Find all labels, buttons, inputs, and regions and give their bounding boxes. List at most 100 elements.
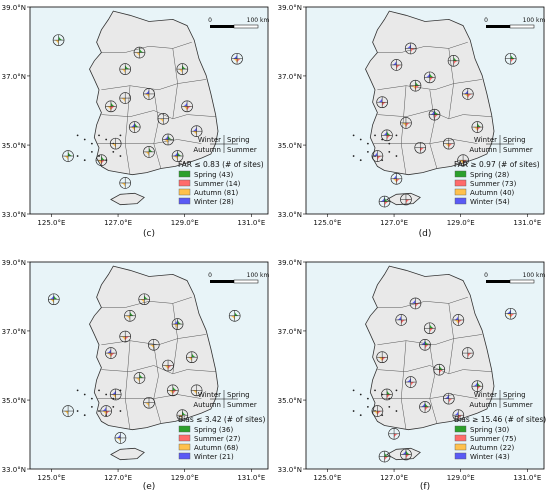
- island-speck: [352, 134, 355, 137]
- legend-swatch: [454, 425, 467, 433]
- site-slice: [62, 156, 69, 162]
- site-marker: [143, 396, 155, 409]
- site-marker: [381, 388, 393, 401]
- province-boundary: [172, 48, 178, 119]
- scalebar-white: [233, 24, 259, 29]
- lat-label: 37.0°N: [278, 73, 302, 81]
- legend-label: Autumn (81): [194, 189, 239, 197]
- site-slice: [139, 47, 145, 53]
- site-slice: [119, 98, 126, 104]
- site-slice: [415, 85, 421, 92]
- site-slice: [114, 432, 121, 438]
- province-boundary: [153, 344, 162, 424]
- scalebar-white: [233, 279, 259, 284]
- site-slice: [405, 122, 412, 129]
- scalebar-black: [210, 280, 234, 283]
- site-slice: [48, 299, 54, 305]
- legend-label: Winter (43): [470, 453, 510, 461]
- site-marker: [423, 71, 436, 84]
- site-slice: [429, 77, 436, 83]
- site-slice: [191, 351, 198, 358]
- island-speck: [359, 138, 362, 141]
- site-marker: [143, 88, 155, 100]
- site-slice: [396, 64, 402, 71]
- lon-label: 127.0°E: [380, 474, 408, 482]
- site-marker: [419, 401, 431, 413]
- site-marker: [109, 137, 122, 150]
- province-boundary: [377, 296, 468, 308]
- site-slice: [129, 121, 135, 128]
- legend-swatch: [454, 452, 467, 460]
- site-slice: [400, 449, 406, 455]
- map-panel-d: 39.0°N 37.0°N 35.0°N 33.0°N 125.0°E 127.0°E 12…: [278, 4, 546, 239]
- island-speck: [352, 410, 355, 412]
- site-slice: [405, 449, 412, 455]
- lat-label: 33.0°N: [2, 466, 26, 474]
- site-slice: [463, 160, 469, 166]
- island-speck: [366, 406, 369, 408]
- legend-label: Spring (43): [194, 171, 233, 179]
- site-marker: [133, 46, 146, 59]
- site-marker: [124, 310, 136, 322]
- legend-label: Summer (14): [194, 180, 241, 188]
- site-slice: [68, 150, 74, 157]
- site-marker: [400, 117, 412, 129]
- site-slice: [425, 344, 431, 351]
- site-slice: [168, 133, 174, 140]
- island-speck: [374, 389, 376, 392]
- site-slice: [396, 178, 402, 185]
- site-marker: [452, 314, 465, 326]
- lat-label: 35.0°N: [278, 142, 302, 150]
- lat-label: 39.0°N: [278, 4, 302, 12]
- season-key-summer: Summer: [227, 146, 257, 154]
- province-boundary: [101, 365, 216, 375]
- lat-label: 39.0°N: [278, 259, 302, 267]
- site-slice: [390, 173, 397, 179]
- site-slice: [410, 382, 417, 388]
- site-slice: [114, 437, 121, 444]
- site-slice: [477, 380, 483, 387]
- site-marker: [442, 392, 455, 405]
- site-slice: [439, 369, 445, 376]
- site-slice: [176, 415, 183, 421]
- site-marker: [167, 384, 179, 397]
- map-frame: [29, 261, 269, 470]
- site-marker: [409, 79, 422, 92]
- site-slice: [62, 411, 69, 417]
- island-speck: [395, 410, 398, 412]
- province-boundary: [172, 303, 178, 374]
- site-marker: [395, 314, 408, 326]
- island-speck: [388, 151, 391, 153]
- season-key-summer: Summer: [503, 146, 533, 154]
- site-slice: [452, 314, 459, 320]
- site-slice: [134, 121, 141, 128]
- province-boundary: [429, 344, 438, 424]
- scalebar-black: [210, 25, 234, 28]
- site-marker: [190, 384, 203, 397]
- scalebar-end-label: 100 km: [523, 272, 546, 279]
- site-marker: [228, 310, 241, 322]
- site-slice: [477, 127, 483, 133]
- site-marker: [114, 432, 127, 444]
- site-marker: [190, 125, 203, 137]
- legend-swatch: [178, 452, 191, 460]
- site-slice: [125, 336, 131, 343]
- site-slice: [157, 118, 164, 125]
- site-marker: [376, 96, 388, 109]
- site-slice: [168, 365, 174, 371]
- site-marker: [147, 338, 160, 351]
- island-speck: [76, 134, 79, 137]
- province-boundary: [101, 79, 207, 91]
- site-slice: [377, 156, 383, 162]
- province-boundary: [400, 85, 407, 175]
- island-speck: [83, 138, 86, 141]
- legend-title: Bias ≤ 3.42 (# of sites): [178, 415, 266, 424]
- island-speck: [98, 134, 100, 137]
- province-boundary: [377, 41, 468, 53]
- scalebar-start-label: 0: [208, 17, 212, 24]
- site-slice: [58, 34, 65, 41]
- scalebar-black: [486, 280, 510, 283]
- site-slice: [420, 147, 426, 154]
- scalebar-white: [509, 24, 535, 29]
- site-slice: [510, 58, 517, 65]
